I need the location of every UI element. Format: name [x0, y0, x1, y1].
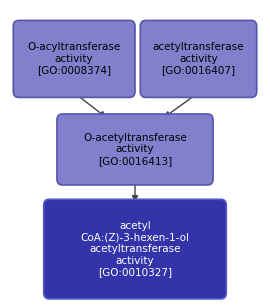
FancyBboxPatch shape: [44, 199, 226, 299]
FancyBboxPatch shape: [13, 20, 135, 97]
FancyBboxPatch shape: [140, 20, 257, 97]
FancyBboxPatch shape: [57, 114, 213, 185]
Text: O-acetyltransferase
activity
[GO:0016413]: O-acetyltransferase activity [GO:0016413…: [83, 133, 187, 166]
Text: O-acyltransferase
activity
[GO:0008374]: O-acyltransferase activity [GO:0008374]: [28, 42, 121, 75]
Text: acetyltransferase
activity
[GO:0016407]: acetyltransferase activity [GO:0016407]: [153, 42, 244, 75]
Text: acetyl
CoA:(Z)-3-hexen-1-ol
acetyltransferase
activity
[GO:0010327]: acetyl CoA:(Z)-3-hexen-1-ol acetyltransf…: [80, 221, 190, 277]
